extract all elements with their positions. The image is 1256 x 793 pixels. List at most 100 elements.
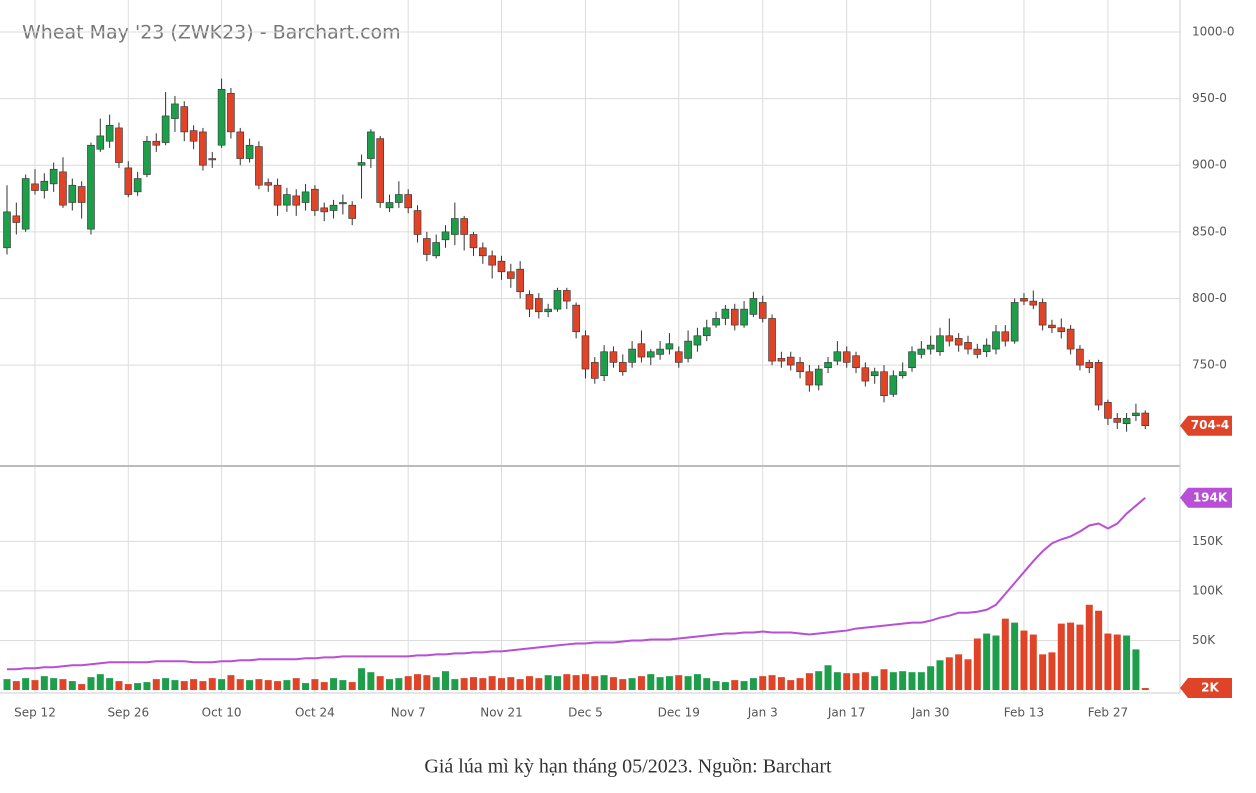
volume-bar	[264, 680, 272, 691]
volume-bar	[833, 672, 841, 691]
candle-body	[618, 362, 627, 373]
volume-bar	[983, 633, 991, 691]
volume-bar	[1020, 630, 1028, 691]
candle-body	[730, 308, 739, 326]
volume-bar	[516, 679, 524, 691]
candle-body	[646, 351, 655, 358]
x-tick-label: Dec 19	[658, 706, 700, 720]
candle-body	[833, 351, 842, 362]
volume-bar	[581, 674, 589, 691]
volume-bar	[871, 676, 879, 691]
volume-bar	[124, 684, 132, 691]
candle-body	[917, 348, 926, 355]
candle-body	[21, 178, 30, 230]
volume-bar	[507, 677, 515, 691]
candle-body	[59, 171, 67, 206]
candle-body	[339, 202, 347, 205]
candle-body	[68, 184, 77, 203]
candle-body	[171, 103, 179, 119]
candle-body	[1010, 302, 1019, 342]
candle-body	[702, 327, 711, 337]
volume-bar	[1141, 688, 1149, 691]
volume-bar	[1039, 654, 1047, 691]
last-value-label: 2K	[1201, 681, 1219, 695]
volume-bar	[973, 638, 981, 691]
candle-body	[404, 194, 412, 209]
volume-bar	[861, 672, 869, 691]
y-tick-label: 1000-0	[1192, 24, 1235, 38]
candle-body	[758, 302, 767, 319]
volume-bar	[208, 678, 216, 691]
volume-bar	[246, 680, 254, 691]
volume-bar	[134, 683, 142, 691]
volume-bar	[367, 672, 375, 691]
y-tick-label: 100K	[1192, 583, 1224, 597]
candle-body	[1066, 328, 1075, 350]
volume-bar	[647, 674, 655, 691]
candle-body	[572, 304, 580, 333]
volume-bar	[311, 679, 319, 691]
volume-bar	[880, 669, 888, 691]
candle-body	[1076, 348, 1084, 366]
x-tick-label: Oct 24	[295, 706, 335, 720]
candle-body	[1113, 418, 1122, 423]
volume-bar	[852, 673, 860, 691]
volume-bar	[591, 676, 599, 691]
volume-bar	[759, 676, 767, 691]
y-tick-label: 750-0	[1192, 358, 1227, 372]
candle-body	[115, 127, 123, 163]
x-tick-label: Feb 27	[1088, 706, 1128, 720]
candle-body	[693, 335, 702, 346]
candle-body	[1104, 402, 1112, 419]
volume-bar	[572, 675, 580, 691]
volume-bar	[553, 676, 561, 691]
candle-body	[721, 308, 730, 319]
volume-bar	[665, 676, 673, 691]
candle-body	[674, 351, 683, 363]
candle-body	[367, 131, 375, 159]
x-tick-label: Jan 30	[911, 706, 950, 720]
volume-bar	[152, 679, 160, 691]
volume-bar	[609, 677, 617, 691]
chart-title: Wheat May '23 (ZWK23) - Barchart.com	[22, 22, 401, 44]
candle-body	[1057, 327, 1066, 333]
candle-body	[245, 144, 254, 159]
candle-body	[609, 351, 618, 363]
candle-body	[880, 371, 888, 397]
volume-bar	[721, 682, 729, 691]
candle-body	[12, 215, 21, 223]
candle-body	[1029, 300, 1038, 306]
candle-body	[665, 343, 674, 350]
candle-body	[320, 207, 329, 213]
volume-bar	[1095, 610, 1103, 691]
volume-bar	[199, 681, 207, 691]
y-tick-label: 900-0	[1192, 158, 1227, 172]
candle-body	[497, 260, 506, 273]
volume-bar	[3, 679, 11, 691]
volume-bar	[68, 681, 76, 691]
x-tick-label: Feb 13	[1004, 706, 1044, 720]
candle-body	[1020, 298, 1028, 302]
volume-bar	[936, 660, 944, 691]
candle-body	[441, 231, 450, 241]
candle-body	[544, 308, 552, 313]
volume-bar	[348, 682, 356, 691]
volume-bar	[330, 678, 338, 691]
candle-body	[255, 146, 263, 186]
candle-body	[1085, 362, 1094, 369]
candle-body	[357, 162, 366, 166]
candle-body	[1122, 418, 1131, 424]
volume-bar	[479, 678, 487, 691]
volume-bar	[423, 675, 431, 691]
volume-bar	[843, 673, 851, 691]
x-tick-label: Dec 5	[568, 706, 603, 720]
candle-body	[562, 290, 571, 302]
volume-bar	[302, 683, 310, 691]
candle-body	[656, 348, 664, 355]
volume-bar	[414, 674, 422, 691]
volume-bar	[78, 684, 86, 691]
volume-bar	[283, 680, 291, 691]
volume-bar	[236, 679, 244, 691]
candle-body	[926, 344, 935, 350]
